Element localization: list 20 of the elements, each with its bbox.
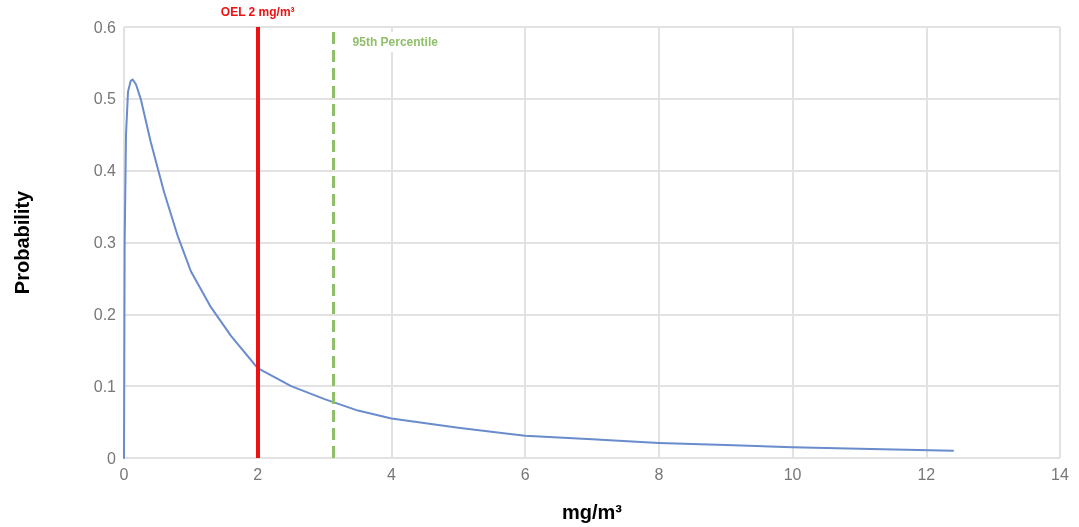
x-tick-label: 2 <box>253 465 263 483</box>
ref-line-label: 95th Percentile <box>352 35 439 49</box>
x-tick-label: 4 <box>386 465 396 483</box>
y-tick-label: 0.3 <box>93 234 117 251</box>
y-tick-label: 0.6 <box>93 18 117 36</box>
y-tick-label: 0.2 <box>93 305 117 323</box>
x-tick-label: 12 <box>917 465 936 483</box>
y-axis-title: Probability <box>11 189 33 295</box>
y-tick-label: 0.1 <box>93 377 117 395</box>
x-tick-label: 0 <box>119 465 129 483</box>
y-tick-label: 0 <box>107 449 117 467</box>
x-tick-label: 6 <box>520 465 530 483</box>
line-series <box>123 78 955 459</box>
y-tick-label: 0.5 <box>93 90 117 108</box>
y-tick-label: 0.4 <box>93 162 117 180</box>
x-axis-title: mg/m³ <box>562 501 623 523</box>
x-tick-label: 14 <box>1051 465 1069 483</box>
x-tick-label: 10 <box>783 465 802 483</box>
x-tick-label: 8 <box>654 465 664 483</box>
ref-line-label: OEL 2 mg/m³ <box>220 5 295 19</box>
